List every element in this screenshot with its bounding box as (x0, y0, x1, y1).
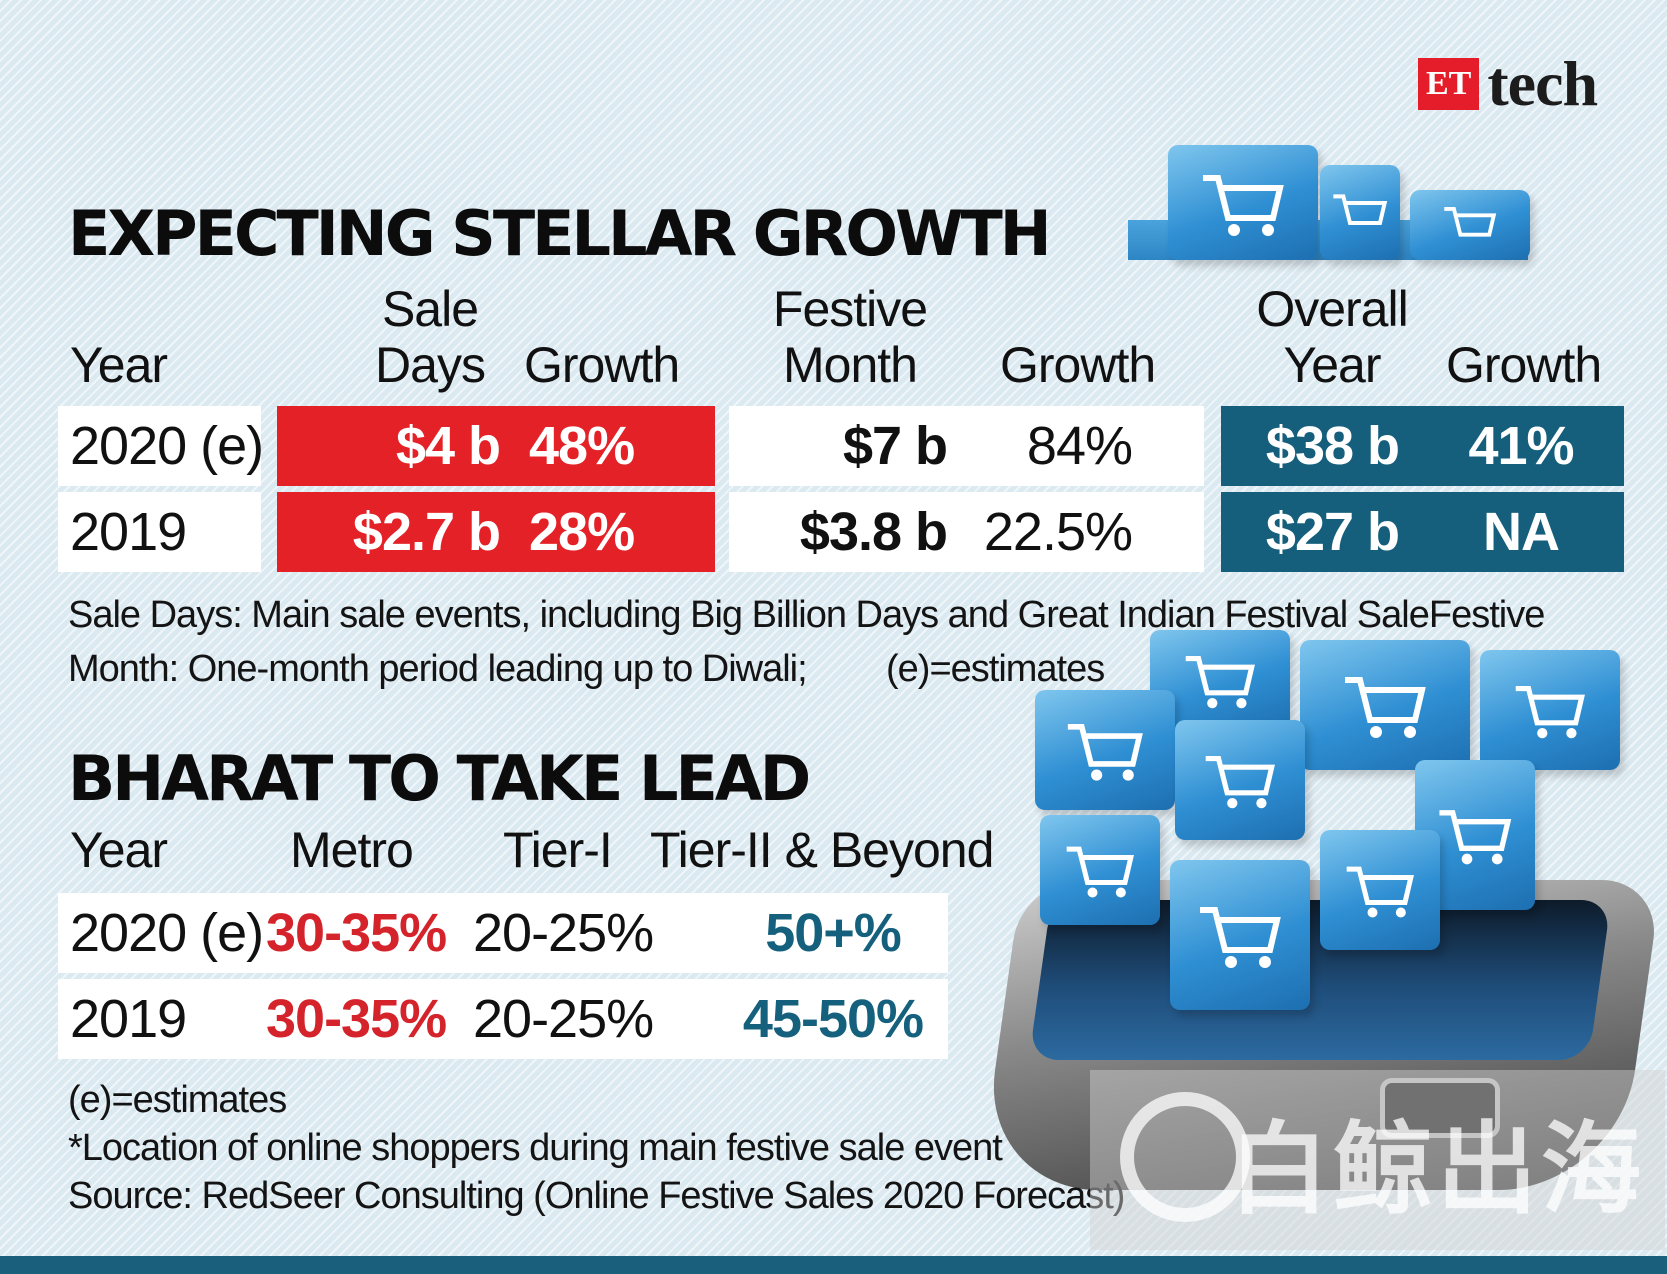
t1-note-line2: Month: One-month period leading up to Di… (68, 648, 808, 690)
et-tech-logo: ET tech (1418, 48, 1598, 119)
t2-note-location: *Location of online shoppers during main… (68, 1127, 1003, 1169)
et-logo-box: ET (1418, 58, 1480, 110)
t1-row1-festive-month: $7 b (842, 416, 948, 476)
t1-row1-festive-cell: $7 b 84% (729, 406, 1204, 486)
t1-row2-sale-growth: 28% (529, 502, 635, 562)
t1-row2-overall-year: $27 b (1265, 502, 1400, 562)
cube-base (1128, 220, 1528, 260)
t1-header-sale-top: Sale (381, 281, 479, 337)
t1-header-festive-top: Festive (772, 281, 928, 337)
t2-header-year: Year (70, 822, 168, 878)
t1-row1-overall-cell: $38 b 41% (1221, 406, 1624, 486)
t1-header-festive-growth: Growth (1000, 337, 1156, 393)
t2-row2: 2019 30-35% 20-25% 45-50% (58, 979, 948, 1059)
table2-title: BHARAT TO TAKE LEAD (68, 742, 811, 815)
cart-cube-icon (1170, 860, 1310, 1010)
t2-row1-tier2: 50+% (765, 903, 902, 963)
t2-header-tier2: Tier-II & Beyond (650, 822, 994, 878)
t1-row1-festive-growth: 84% (1026, 416, 1133, 476)
t2-note-estimates: (e)=estimates (68, 1079, 287, 1121)
cart-cube-icon (1480, 650, 1620, 770)
watermark: 白鲸出海 (1090, 1070, 1665, 1250)
t1-row1-year: 2020 (e) (70, 416, 264, 476)
t1-header-year: Year (70, 337, 168, 393)
cart-cube-icon (1300, 640, 1470, 770)
t1-row2-year-cell: 2019 (58, 492, 261, 572)
cart-cube-icon (1168, 145, 1318, 260)
t1-row1-sale-days: $4 b (395, 416, 501, 476)
cart-cube-icon (1175, 720, 1305, 840)
t1-header-overall-bottom: Year (1283, 337, 1381, 393)
t1-row1-sale-cell: $4 b 48% (277, 406, 715, 486)
t1-row2-overall-growth: NA (1483, 502, 1560, 562)
cart-cube-icon (1040, 815, 1160, 925)
smartphone-screen (1028, 900, 1612, 1060)
t1-header-sale-bottom: Days (375, 337, 486, 393)
t2-row1-tier1: 20-25% (473, 903, 654, 963)
cart-cube-icon (1410, 190, 1530, 260)
t2-header-tier1: Tier-I (503, 822, 613, 878)
t1-row2-year: 2019 (70, 502, 187, 562)
t2-row2-tier1: 20-25% (473, 989, 654, 1049)
t1-header-overall-growth: Growth (1446, 337, 1602, 393)
cart-cube-icon (1035, 690, 1175, 810)
t1-header-overall-top: Overall (1256, 281, 1408, 337)
t2-row2-year: 2019 (70, 989, 187, 1049)
t1-row2-sale-days: $2.7 b (352, 502, 501, 562)
tech-logo-text: tech (1487, 48, 1598, 119)
t1-row2-sale-cell: $2.7 b 28% (277, 492, 715, 572)
watermark-logo-icon (1120, 1092, 1250, 1222)
t1-row2-overall-cell: $27 b NA (1221, 492, 1624, 572)
t2-row2-metro: 30-35% (266, 989, 447, 1049)
t1-row1-sale-growth: 48% (529, 416, 635, 476)
t1-row1-overall-year: $38 b (1265, 416, 1400, 476)
t1-row1-overall-growth: 41% (1468, 416, 1574, 476)
t2-note-source: Source: RedSeer Consulting (Online Festi… (68, 1175, 1125, 1217)
bottom-bar (0, 1256, 1667, 1274)
t1-header-festive-bottom: Month (783, 337, 918, 393)
t2-row2-tier2: 45-50% (742, 989, 924, 1049)
t1-note-line2-estimates: (e)=estimates (886, 648, 1105, 690)
t2-row1: 2020 (e) 30-35% 20-25% 50+% (58, 893, 948, 973)
t2-row1-metro: 30-35% (266, 903, 447, 963)
cart-cube-icon (1415, 760, 1535, 910)
watermark-text: 白鲸出海 (1229, 1110, 1645, 1228)
t1-row2-festive-month: $3.8 b (799, 502, 948, 562)
t2-row1-year: 2020 (e) (70, 903, 264, 963)
table1-title: EXPECTING STELLAR GROWTH (68, 197, 1052, 270)
cart-cube-icon (1320, 165, 1400, 260)
t1-header-sale-growth: Growth (524, 337, 680, 393)
t1-row2-festive-growth: 22.5% (983, 502, 1133, 562)
t1-row1-year-cell: 2020 (e) (58, 406, 264, 486)
t2-header-metro: Metro (290, 822, 414, 878)
t1-note-line1: Sale Days: Main sale events, including B… (68, 594, 1545, 636)
cart-cube-icon (1320, 830, 1440, 950)
t1-row2-festive-cell: $3.8 b 22.5% (729, 492, 1204, 572)
cart-cube-icon (1150, 630, 1290, 730)
